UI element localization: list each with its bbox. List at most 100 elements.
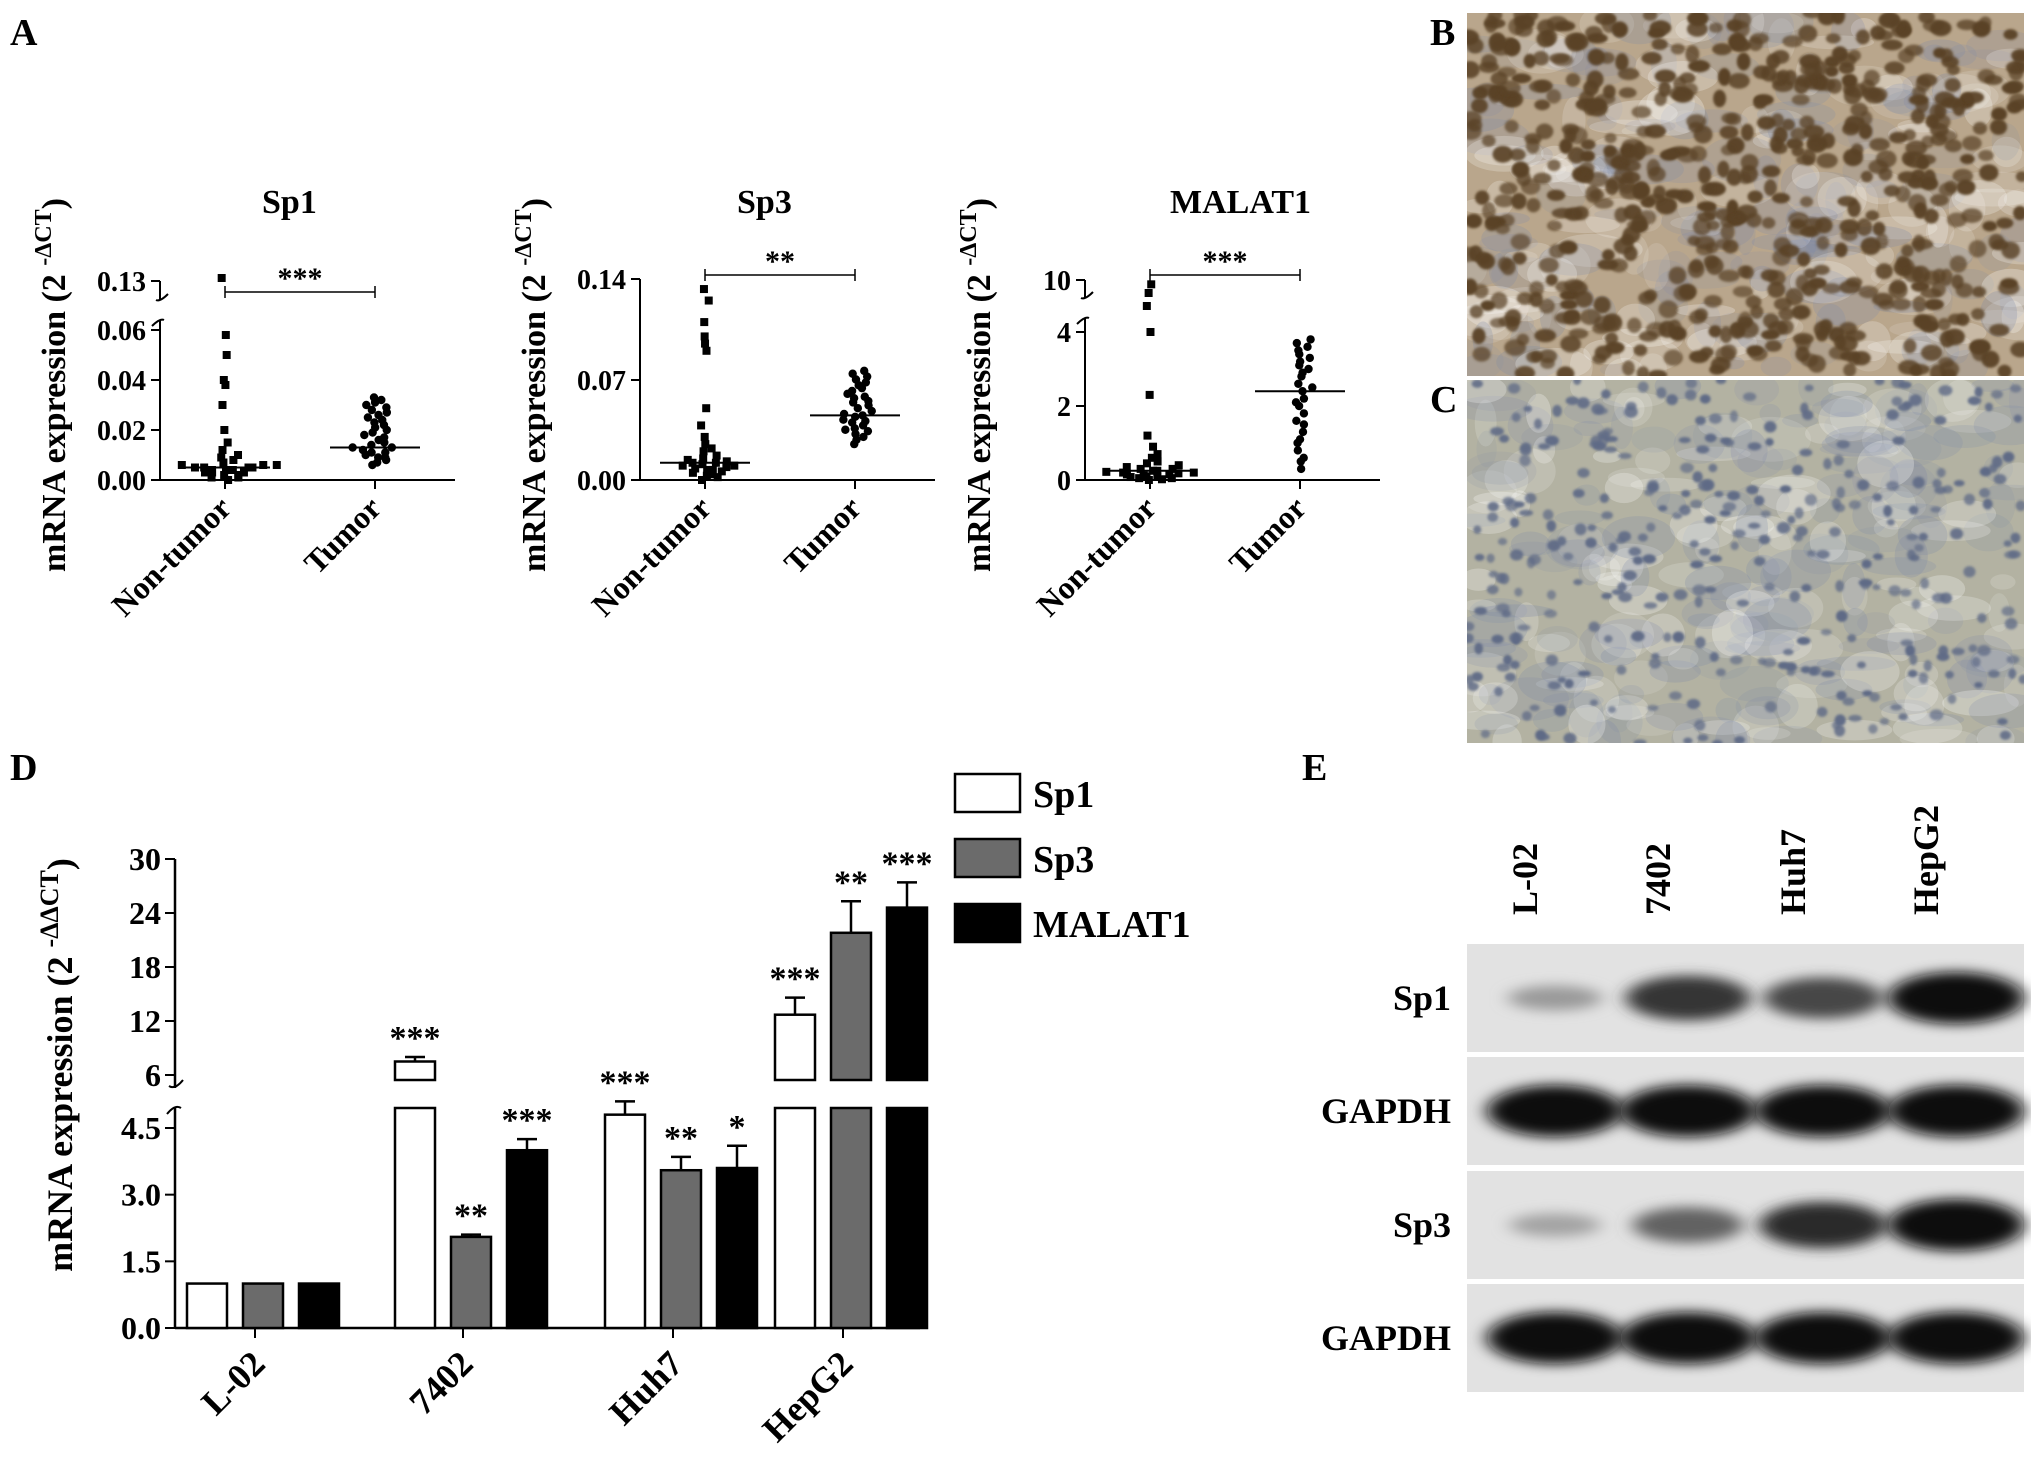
data-point-non-tumor bbox=[1142, 459, 1151, 468]
cell-nucleus bbox=[1798, 24, 1818, 43]
tissue-texture bbox=[1943, 380, 1980, 416]
cell-nucleus bbox=[1715, 668, 1726, 677]
cell-nucleus bbox=[1712, 43, 1733, 56]
cell-nucleus bbox=[1840, 350, 1861, 362]
tissue-texture bbox=[1642, 242, 1671, 291]
data-point-non-tumor bbox=[707, 470, 716, 479]
cell-nucleus bbox=[1857, 661, 1866, 669]
cell-nucleus bbox=[2011, 48, 2024, 62]
cell-nucleus bbox=[1989, 119, 2008, 135]
cell-nucleus bbox=[1538, 257, 1560, 273]
cell-nucleus bbox=[1901, 151, 1915, 166]
data-point-tumor bbox=[374, 410, 383, 420]
cell-nucleus bbox=[1647, 166, 1666, 182]
cell-nucleus bbox=[1789, 590, 1801, 602]
cell-nucleus bbox=[1688, 59, 1711, 73]
bar-sp3-upper bbox=[829, 931, 873, 1082]
cell-nucleus bbox=[1711, 739, 1723, 743]
cell-nucleus bbox=[1898, 713, 1908, 721]
cell-nucleus bbox=[1746, 345, 1764, 357]
cell-nucleus bbox=[1758, 534, 1771, 545]
cell-nucleus bbox=[1848, 49, 1861, 62]
y-tick-label: 18 bbox=[129, 949, 161, 985]
chart-title: Sp1 bbox=[262, 184, 317, 221]
tissue-texture bbox=[1843, 607, 1868, 637]
data-point-tumor bbox=[859, 432, 868, 442]
cell-nucleus bbox=[1783, 648, 1794, 656]
cell-nucleus bbox=[1900, 639, 1914, 647]
cell-nucleus bbox=[1898, 359, 1920, 375]
cell-nucleus bbox=[1804, 384, 1814, 392]
cell-nucleus bbox=[1559, 138, 1573, 154]
data-point-tumor bbox=[1306, 335, 1315, 344]
cell-nucleus bbox=[1844, 469, 1854, 479]
cell-nucleus bbox=[1498, 434, 1510, 443]
cell-nucleus bbox=[1736, 599, 1749, 607]
tissue-texture bbox=[1492, 724, 1522, 743]
tissue-texture bbox=[1543, 692, 1604, 709]
data-point-tumor bbox=[853, 404, 863, 413]
tissue-texture bbox=[1780, 163, 1818, 207]
cell-nucleus bbox=[1702, 479, 1715, 491]
tissue-texture bbox=[1991, 136, 2023, 168]
tissue-texture bbox=[1599, 363, 1626, 376]
data-point-non-tumor bbox=[222, 351, 231, 359]
cell-nucleus bbox=[1838, 62, 1855, 75]
cell-nucleus bbox=[1883, 505, 1893, 517]
cell-nucleus bbox=[1509, 660, 1520, 670]
cell-nucleus bbox=[1834, 242, 1848, 258]
cell-nucleus bbox=[1800, 196, 1814, 208]
cell-nucleus bbox=[1472, 346, 1491, 362]
cell-nucleus bbox=[1564, 309, 1580, 320]
cell-nucleus bbox=[1602, 249, 1615, 262]
cell-nucleus bbox=[1848, 500, 1861, 510]
data-point-tumor bbox=[847, 386, 857, 396]
tissue-texture bbox=[1594, 618, 1664, 650]
cell-nucleus bbox=[1604, 341, 1625, 355]
cell-nucleus bbox=[1546, 189, 1566, 201]
data-point-non-tumor bbox=[1136, 464, 1145, 473]
data-point-non-tumor bbox=[1153, 457, 1162, 466]
cell-nucleus bbox=[1618, 452, 1632, 460]
protein-band bbox=[1755, 1085, 1891, 1137]
cell-nucleus bbox=[1748, 36, 1763, 51]
cell-nucleus bbox=[1753, 495, 1765, 506]
cell-nucleus bbox=[1467, 621, 1475, 632]
cell-nucleus bbox=[1565, 73, 1581, 87]
cell-nucleus bbox=[1945, 670, 1954, 679]
cell-nucleus bbox=[1467, 278, 1478, 296]
cell-nucleus bbox=[1700, 182, 1715, 196]
cell-nucleus bbox=[1879, 13, 1900, 28]
cell-nucleus bbox=[1732, 286, 1754, 298]
tissue-texture bbox=[1587, 719, 1622, 743]
cell-nucleus bbox=[1819, 78, 1836, 92]
cell-nucleus bbox=[1521, 710, 1532, 721]
data-point-non-tumor bbox=[698, 460, 707, 469]
data-point-tumor bbox=[1299, 409, 1309, 418]
cell-nucleus bbox=[1903, 338, 1917, 354]
cell-nucleus bbox=[1799, 226, 1818, 238]
tissue-texture bbox=[1730, 429, 1768, 473]
cell-nucleus bbox=[1709, 651, 1719, 662]
x-tick-label: Tumor bbox=[1222, 489, 1313, 580]
data-point-tumor bbox=[850, 412, 860, 422]
tissue-texture bbox=[1868, 443, 1899, 458]
tissue-texture bbox=[1933, 425, 1996, 449]
data-point-non-tumor bbox=[717, 467, 726, 476]
tissue-texture bbox=[1471, 460, 1529, 485]
cell-nucleus bbox=[1923, 169, 1936, 187]
data-point-non-tumor bbox=[1147, 453, 1156, 462]
cell-nucleus bbox=[1960, 154, 1975, 165]
axis-break-mark bbox=[166, 1105, 182, 1115]
y-tick-label: 0.00 bbox=[97, 466, 146, 497]
cell-nucleus bbox=[1740, 153, 1759, 171]
cell-nucleus bbox=[1929, 103, 1944, 120]
legend-label: Sp3 bbox=[1033, 839, 1094, 881]
data-point-tumor bbox=[1291, 398, 1301, 407]
cell-nucleus bbox=[1737, 265, 1751, 278]
cell-nucleus bbox=[1771, 49, 1790, 64]
tissue-texture bbox=[1746, 727, 1791, 740]
tissue-texture bbox=[1715, 697, 1742, 723]
data-point-non-tumor bbox=[1102, 467, 1111, 476]
cell-nucleus bbox=[1771, 192, 1791, 204]
